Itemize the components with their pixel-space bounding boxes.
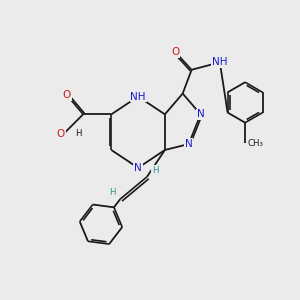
Text: H: H <box>109 188 115 197</box>
Text: N: N <box>197 109 204 119</box>
Text: NH: NH <box>130 92 146 101</box>
Text: CH₃: CH₃ <box>248 139 263 148</box>
Text: O: O <box>63 90 71 100</box>
Text: N: N <box>185 139 193 149</box>
Text: H: H <box>152 166 159 175</box>
Text: O: O <box>171 47 179 57</box>
Text: N: N <box>134 163 142 173</box>
Text: O: O <box>57 129 65 139</box>
Text: NH: NH <box>212 57 228 67</box>
Text: H: H <box>75 129 81 138</box>
